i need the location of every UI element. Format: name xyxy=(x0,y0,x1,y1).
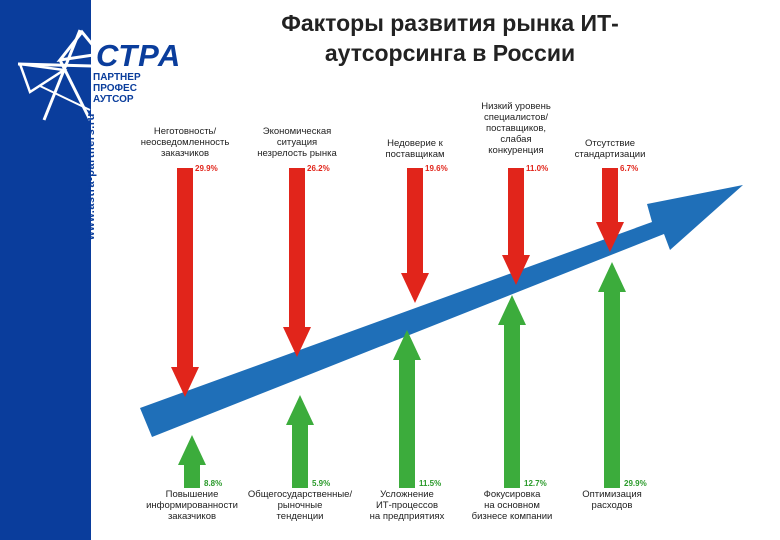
negative-factor-value: 11.0% xyxy=(526,164,549,173)
positive-factor-label: Фокусировка на основном бизнесе компании xyxy=(471,489,553,522)
positive-factor-label: Оптимизация расходов xyxy=(582,489,642,511)
negative-factor-value: 29.9% xyxy=(195,164,218,173)
url-text: www.astra-partners.ru xyxy=(85,113,97,240)
negative-factor-arrow xyxy=(171,168,199,397)
positive-factor-label: Усложнение ИТ-процессов на предприятиях xyxy=(369,489,445,522)
negative-factor-label: Неготовность/неосведомленность заказчиков xyxy=(140,126,230,159)
negative-factor-value: 6.7% xyxy=(620,164,639,173)
logo-line-2: ПРОФЕС xyxy=(93,83,137,94)
positive-factor-value: 11.5% xyxy=(419,479,442,488)
negative-factor-label: Экономическая ситуация незрелость рынка xyxy=(257,126,337,159)
main-growth-arrow xyxy=(140,185,743,437)
positive-factor-value: 12.7% xyxy=(524,479,547,488)
positive-factor-arrow xyxy=(393,330,421,488)
logo-line-3: АУТСОР xyxy=(93,94,134,105)
positive-factor-label: Общегосударственные/рыночные тенденции xyxy=(247,489,353,522)
negative-factor-arrow xyxy=(596,168,624,252)
negative-factor-value: 26.2% xyxy=(307,164,330,173)
negative-factor-label: Отсутствие стандартизации xyxy=(574,138,646,160)
negative-factor-arrow xyxy=(401,168,429,303)
page-title: Факторы развития рынка ИТ-аутсорсинга в … xyxy=(281,10,619,66)
positive-factor-label: Повышение информированности заказчиков xyxy=(146,489,238,522)
positive-factor-value: 8.8% xyxy=(204,479,223,488)
logo-star-icon xyxy=(17,29,103,121)
positive-factor-arrow xyxy=(178,435,206,488)
positive-factor-arrow xyxy=(498,295,526,488)
logo-name: СТРА xyxy=(96,38,182,73)
negative-factor-label: Низкий уровень специалистов/поставщиков, с… xyxy=(481,101,551,156)
negative-factor-value: 19.6% xyxy=(425,164,448,173)
negative-factor-arrow xyxy=(283,168,311,357)
positive-factor-arrow xyxy=(598,262,626,488)
positive-factor-value: 29.9% xyxy=(624,479,647,488)
negative-factor-label: Недоверие к поставщикам xyxy=(385,138,445,160)
positive-factor-arrow xyxy=(286,395,314,488)
negative-factor-arrow xyxy=(502,168,530,285)
positive-factor-value: 5.9% xyxy=(312,479,331,488)
logo-line-1: ПАРТНЕР xyxy=(93,72,141,83)
